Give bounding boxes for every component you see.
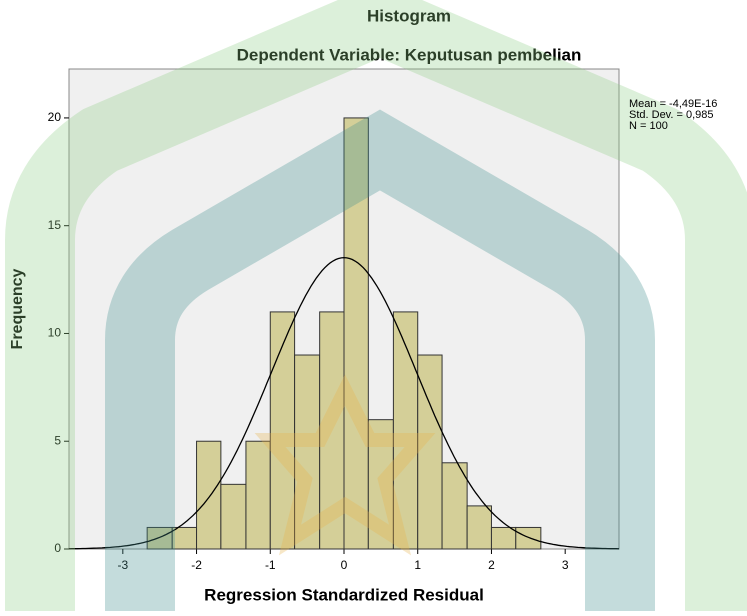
bar — [172, 527, 196, 549]
x-tick-label: 0 — [341, 558, 348, 572]
x-tick-label: -1 — [265, 558, 276, 572]
bar — [320, 312, 344, 549]
bar — [147, 527, 172, 549]
x-tick-label: 1 — [414, 558, 421, 572]
bar — [246, 441, 270, 549]
y-axis-label: Frequency — [9, 268, 26, 349]
y-tick-label: 0 — [54, 541, 61, 555]
y-tick-label: 5 — [54, 433, 61, 447]
bar — [393, 312, 417, 549]
bar — [368, 420, 393, 549]
x-tick-label: 3 — [562, 558, 569, 572]
bar — [221, 484, 246, 549]
bar — [442, 463, 467, 549]
x-tick-label: -3 — [117, 558, 128, 572]
chart: Histogram Dependent Variable: Keputusan … — [0, 0, 747, 611]
bar — [295, 355, 320, 549]
x-axis-label: Regression Standardized Residual — [204, 585, 484, 604]
x-tick-label: -2 — [191, 558, 202, 572]
stats-label: N = 100 — [629, 120, 668, 132]
bar — [516, 527, 541, 549]
bar — [344, 118, 368, 549]
x-tick-label: 2 — [488, 558, 495, 572]
bar — [491, 527, 515, 549]
y-tick-label: 10 — [48, 326, 62, 340]
bar — [270, 312, 294, 549]
bar — [467, 506, 491, 549]
bar — [197, 441, 221, 549]
y-tick-label: 15 — [48, 218, 62, 232]
y-tick-label: 20 — [48, 110, 62, 124]
chart-subtitle: Dependent Variable: Keputusan pembelian — [237, 45, 582, 64]
chart-title: Histogram — [367, 6, 451, 25]
